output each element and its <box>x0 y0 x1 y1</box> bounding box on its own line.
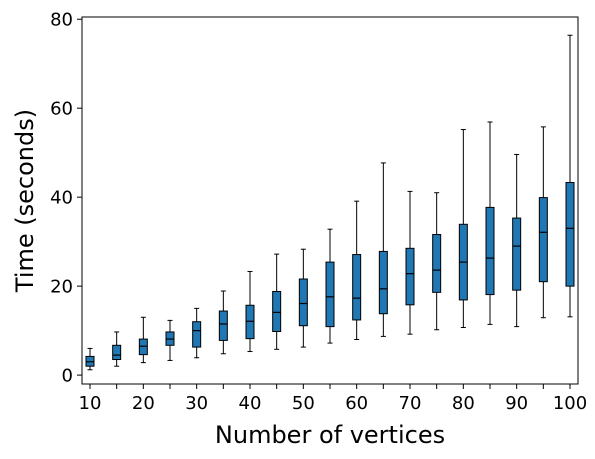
box-60 <box>352 200 362 341</box>
iqr-box <box>538 197 548 283</box>
iqr-box <box>218 310 228 341</box>
x-tick-label: 100 <box>553 393 587 414</box>
box-75 <box>432 192 442 331</box>
iqr-box <box>565 181 575 287</box>
box-55 <box>325 228 335 344</box>
x-axis-label: Number of vertices <box>215 421 445 449</box>
box-95 <box>538 126 548 319</box>
box-30 <box>192 307 202 359</box>
box-20 <box>138 316 148 364</box>
x-tick-label: 90 <box>505 393 528 414</box>
x-tick-label: 20 <box>132 393 155 414</box>
x-tick-label: 50 <box>292 393 315 414</box>
box-35 <box>218 290 228 355</box>
iqr-box <box>298 278 308 327</box>
x-tick-label: 10 <box>79 393 102 414</box>
iqr-box <box>378 250 388 315</box>
iqr-box <box>245 304 255 340</box>
box-25 <box>165 319 175 361</box>
box-80 <box>458 129 468 329</box>
iqr-box <box>192 321 202 348</box>
box-65 <box>378 162 388 337</box>
box-50 <box>298 248 308 348</box>
y-tick-label: 60 <box>50 99 73 120</box>
plot-area-frame <box>81 16 579 385</box>
box-85 <box>485 121 495 325</box>
box-90 <box>512 153 522 328</box>
iqr-box <box>112 344 122 361</box>
box-10 <box>85 347 95 371</box>
iqr-box <box>485 206 495 296</box>
x-tick-marks: 10 20 30 40 50 60 70 80 90 100 <box>79 384 587 414</box>
iqr-box <box>352 254 362 321</box>
x-tick-label: 60 <box>345 393 368 414</box>
box-40 <box>245 270 255 353</box>
y-tick-marks: 0 20 40 60 80 <box>50 10 82 387</box>
y-axis-label: Time (seconds) <box>11 109 39 293</box>
y-tick-label: 80 <box>50 10 73 31</box>
y-tick-label: 20 <box>50 277 73 298</box>
iqr-box <box>325 261 335 328</box>
y-tick-label: 0 <box>62 366 73 387</box>
box-45 <box>272 253 282 350</box>
iqr-box <box>432 234 442 293</box>
x-tick-label: 40 <box>239 393 262 414</box>
box-100 <box>565 34 575 318</box>
x-tick-label: 70 <box>399 393 422 414</box>
box-15 <box>112 331 122 367</box>
iqr-box <box>138 338 148 356</box>
y-tick-label: 40 <box>50 188 73 209</box>
x-tick-label: 80 <box>452 393 475 414</box>
x-tick-label: 30 <box>185 393 208 414</box>
iqr-box <box>272 290 282 333</box>
box-70 <box>405 190 415 335</box>
box-series <box>85 34 575 371</box>
iqr-box <box>512 217 522 291</box>
iqr-box <box>405 247 415 306</box>
